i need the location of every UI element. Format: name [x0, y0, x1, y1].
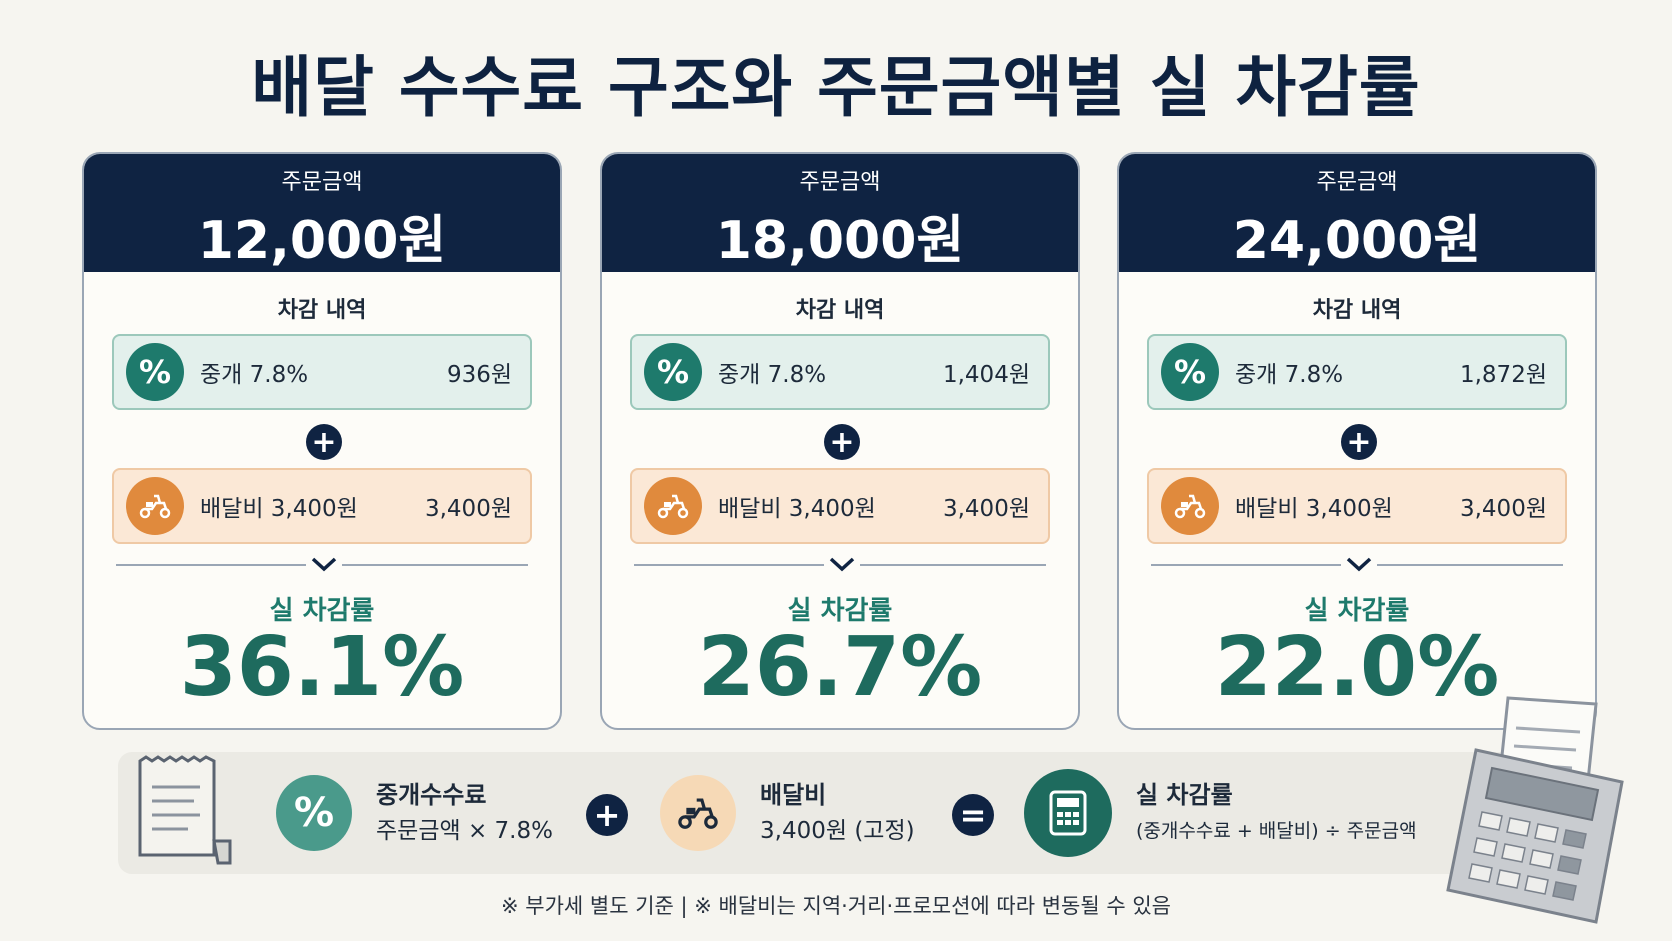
formula-fee: % 중개수수료 주문금액 × 7.8% [276, 752, 553, 874]
chevron-down-icon [824, 550, 860, 578]
order-amount: 24,000원 [1232, 211, 1482, 271]
plus-icon: + [586, 794, 628, 836]
effective-rate-label: 실 차감률 [1304, 596, 1410, 626]
plus-icon: + [306, 424, 342, 460]
formula-result: 실 차감률 (중개수수료 + 배달비) ÷ 주문금액 [1024, 752, 1417, 874]
equals-icon: = [952, 794, 994, 836]
delivery-fee-label: 배달비 3,400원 [718, 496, 876, 522]
brokerage-fee-label: 중개 7.8% [718, 362, 827, 388]
delivery-fee-value: 3,400원 [1459, 496, 1547, 522]
deduction-heading: 차감 내역 [795, 298, 885, 323]
formula-fee-title: 중개수수료 [376, 781, 487, 809]
formula-delivery: 배달비 3,400원 (고정) [660, 752, 915, 874]
order-amount-label: 주문금액 [799, 170, 881, 195]
order-card-12000: 주문금액 12,000원 차감 내역 % 중개 7.8% 936원 + 배달비 … [82, 152, 562, 730]
delivery-fee-label: 배달비 3,400원 [1235, 496, 1393, 522]
formula-delivery-desc: 3,400원 (고정) [760, 818, 915, 844]
chevron-down-icon [1341, 550, 1377, 578]
effective-rate-label: 실 차감률 [269, 596, 375, 626]
formula-result-desc: (중개수수료 + 배달비) ÷ 주문금액 [1136, 820, 1417, 842]
brokerage-fee-value: 936원 [446, 362, 512, 388]
delivery-fee-row: 배달비 3,400원 3,400원 [1147, 468, 1567, 544]
deduction-heading: 차감 내역 [277, 298, 367, 323]
footnote: ※ 부가세 별도 기준 | ※ 배달비는 지역·거리·프로모션에 따라 변동될 … [500, 894, 1171, 918]
receipt-icon [134, 752, 234, 874]
effective-rate-value: 26.7% [697, 620, 983, 715]
card-header: 주문금액 18,000원 [602, 154, 1078, 272]
brokerage-fee-value: 1,872원 [1459, 362, 1547, 388]
card-header: 주문금액 24,000원 [1119, 154, 1595, 272]
card-header: 주문금액 12,000원 [84, 154, 560, 272]
formula-fee-desc: 주문금액 × 7.8% [376, 818, 553, 844]
order-amount-label: 주문금액 [1316, 170, 1398, 195]
scooter-icon [644, 477, 702, 535]
order-amount: 12,000원 [197, 211, 447, 271]
page-title: 배달 수수료 구조와 주문금액별 실 차감률 [251, 49, 1421, 126]
percent-icon: % [1161, 343, 1219, 401]
calculator-illustration-icon [1436, 690, 1636, 930]
order-amount-label: 주문금액 [281, 170, 363, 195]
brokerage-fee-value: 1,404원 [942, 362, 1030, 388]
chevron-down-icon [306, 550, 342, 578]
plus-icon: + [824, 424, 860, 460]
scooter-icon [126, 477, 184, 535]
percent-icon: % [644, 343, 702, 401]
order-card-18000: 주문금액 18,000원 차감 내역 % 중개 7.8% 1,404원 + 배달… [600, 152, 1080, 730]
delivery-fee-row: 배달비 3,400원 3,400원 [112, 468, 532, 544]
formula-delivery-title: 배달비 [760, 781, 827, 809]
order-card-24000: 주문금액 24,000원 차감 내역 % 중개 7.8% 1,872원 + 배달… [1117, 152, 1597, 730]
effective-rate-label: 실 차감률 [787, 596, 893, 626]
formula-bar: % 중개수수료 주문금액 × 7.8% + 배달비 3,400원 (고정) = … [118, 752, 1568, 874]
calculator-icon [1024, 769, 1112, 857]
scooter-icon [1161, 477, 1219, 535]
order-amount: 18,000원 [715, 211, 965, 271]
brokerage-fee-row: % 중개 7.8% 1,404원 [630, 334, 1050, 410]
delivery-fee-value: 3,400원 [424, 496, 512, 522]
delivery-fee-value: 3,400원 [942, 496, 1030, 522]
delivery-fee-row: 배달비 3,400원 3,400원 [630, 468, 1050, 544]
plus-icon: + [1341, 424, 1377, 460]
brokerage-fee-label: 중개 7.8% [1235, 362, 1344, 388]
scooter-icon [660, 775, 736, 851]
effective-rate-value: 36.1% [179, 620, 465, 715]
deduction-heading: 차감 내역 [1312, 298, 1402, 323]
percent-icon: % [276, 775, 352, 851]
effective-rate-value: 22.0% [1214, 620, 1500, 715]
brokerage-fee-label: 중개 7.8% [200, 362, 309, 388]
brokerage-fee-row: % 중개 7.8% 1,872원 [1147, 334, 1567, 410]
delivery-fee-label: 배달비 3,400원 [200, 496, 358, 522]
percent-icon: % [126, 343, 184, 401]
formula-result-title: 실 차감률 [1136, 781, 1233, 809]
brokerage-fee-row: % 중개 7.8% 936원 [112, 334, 532, 410]
